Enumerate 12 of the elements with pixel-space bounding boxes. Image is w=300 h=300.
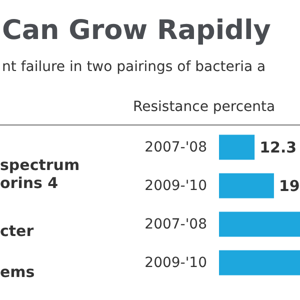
y-tick-label: 2007-'08: [144, 139, 207, 156]
text: spectrum orins 4: [0, 156, 80, 192]
chart-title: Can Grow Rapidly: [2, 15, 272, 46]
data-label: 19: [278, 176, 300, 195]
chart-subtitle: nt failure in two pairings of bacteria a: [2, 59, 266, 75]
y-tick-label: 2007-'08: [144, 216, 207, 232]
data-label: 12.3: [260, 138, 297, 156]
text: ems: [0, 263, 35, 281]
text: cter: [0, 222, 34, 240]
x-axis-title: Resistance percenta: [133, 99, 276, 115]
y-tick-label: 2009-'10: [144, 178, 207, 194]
y-tick-label: 2009-'10: [144, 254, 207, 271]
